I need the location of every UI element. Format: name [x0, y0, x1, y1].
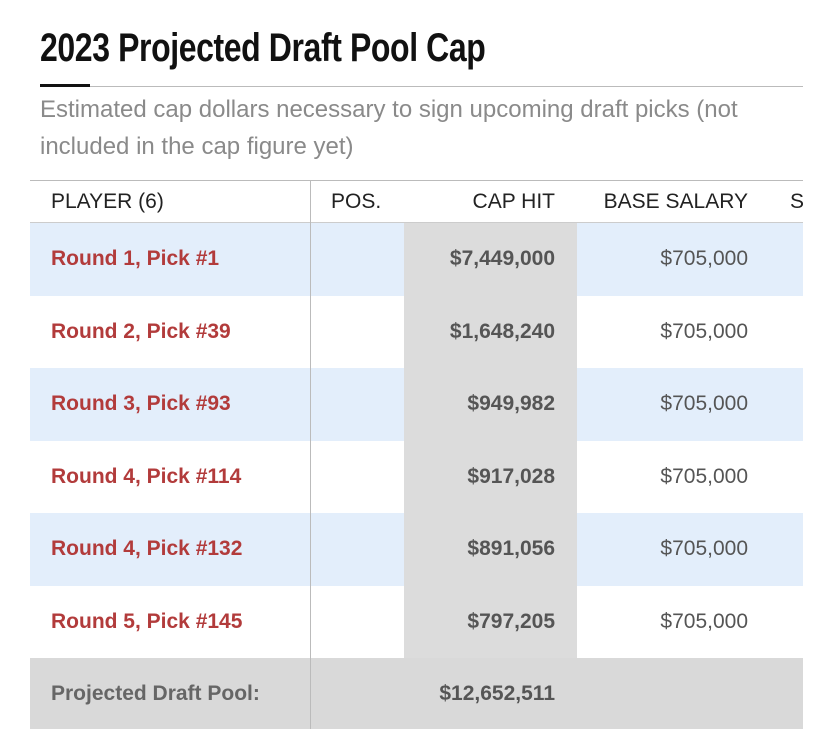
- column-header: POS.: [331, 190, 382, 213]
- player-name[interactable]: Round 1, Pick #1: [51, 247, 220, 271]
- title-accent: [40, 84, 90, 87]
- player-name[interactable]: Round 4, Pick #132: [51, 537, 243, 561]
- cap-hit-background: [404, 223, 577, 296]
- cap-hit: $1,648,240: [449, 319, 555, 343]
- player-name[interactable]: Round 5, Pick #145: [51, 609, 243, 633]
- base-salary: $705,000: [660, 247, 748, 271]
- header-divider: [30, 222, 803, 223]
- column-header: CAP HIT: [472, 190, 555, 213]
- column-header: BASE SALARY: [603, 190, 748, 213]
- base-salary: $705,000: [660, 319, 748, 343]
- cap-hit-background: [404, 585, 577, 658]
- cap-hit: $949,982: [467, 392, 555, 416]
- footer-background: [30, 658, 803, 729]
- title: 2023 Projected Draft Pool Cap: [40, 26, 486, 70]
- table: PLAYER (6) POS. CAP HIT BASE SALARY S Round 1…: [30, 180, 803, 729]
- base-salary: $705,000: [660, 464, 748, 488]
- cap-hit: $7,449,000: [449, 247, 555, 271]
- column-divider: [310, 181, 311, 729]
- cap-hit: $917,028: [467, 464, 555, 488]
- base-salary: $705,000: [660, 609, 748, 633]
- subtitle: Estimated cap dollars necessary to sign …: [40, 96, 738, 160]
- base-salary: $705,000: [660, 392, 748, 416]
- column-header: S: [790, 190, 803, 213]
- cap-hit-background: [404, 440, 577, 513]
- cap-hit: $797,205: [467, 609, 555, 633]
- column-header: PLAYER (6): [51, 190, 164, 213]
- cap-hit-background: [404, 295, 577, 368]
- player-name[interactable]: Round 2, Pick #39: [51, 319, 231, 343]
- player-name[interactable]: Round 4, Pick #114: [51, 464, 242, 488]
- footer-cap-hit: $12,652,511: [439, 681, 555, 705]
- footer-label: Projected Draft Pool:: [51, 681, 260, 705]
- cap-hit-background: [404, 368, 577, 441]
- cap-hit: $891,056: [467, 537, 555, 561]
- base-salary: $705,000: [660, 537, 748, 561]
- cap-hit-background: [404, 513, 577, 586]
- title-rule: [40, 86, 803, 87]
- player-name[interactable]: Round 3, Pick #93: [51, 392, 231, 416]
